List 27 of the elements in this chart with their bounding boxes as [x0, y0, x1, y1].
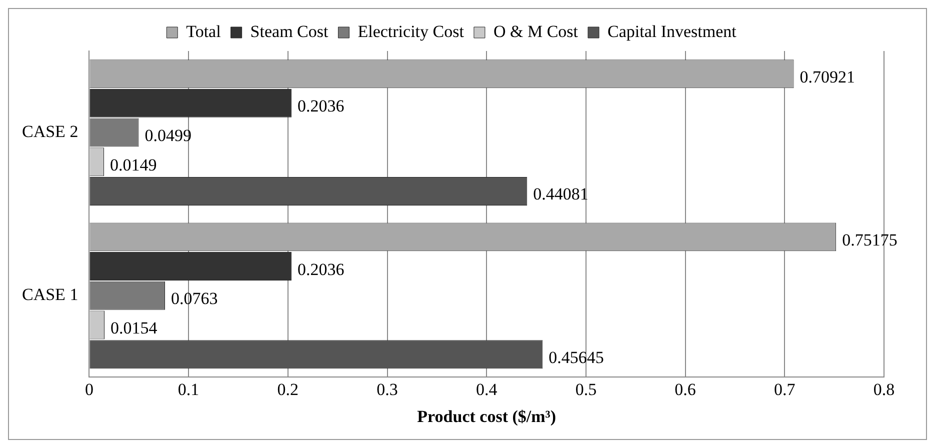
data-label: 0.0154 [110, 318, 158, 338]
y-tick-label: CASE 1 [22, 285, 78, 304]
legend-label: Steam Cost [250, 22, 329, 41]
x-tick-label: 0.1 [178, 380, 200, 399]
data-label: 0.2036 [297, 260, 344, 279]
data-label: 0.45645 [548, 348, 604, 367]
data-label: 0.70921 [800, 67, 856, 86]
x-tick-label: 0.2 [277, 380, 299, 399]
x-tick-label: 0 [84, 380, 94, 399]
x-tick-label: 0.7 [774, 380, 796, 399]
data-label: 0.2036 [297, 96, 344, 116]
legend-label: Total [186, 22, 222, 41]
legend-label: Capital Investment [607, 22, 737, 41]
data-label: 0.0763 [171, 289, 218, 308]
legend-label: Electricity Cost [358, 22, 464, 41]
data-label: 0.44081 [533, 184, 588, 204]
x-tick-label: 0.8 [873, 380, 895, 399]
data-label: 0.0149 [110, 155, 157, 174]
x-tick-label: 0.5 [575, 380, 597, 399]
data-label: 0.75175 [842, 230, 898, 250]
data-label: 0.0499 [144, 126, 192, 146]
x-axis-title: Product cost ($/m³) [417, 407, 556, 426]
x-tick-label: 0.6 [674, 380, 696, 399]
legend-label: O & M Cost [493, 22, 578, 41]
y-tick-label: CASE 2 [22, 122, 78, 142]
x-tick-label: 0.3 [376, 380, 398, 399]
x-tick-label: 0.4 [476, 380, 498, 399]
